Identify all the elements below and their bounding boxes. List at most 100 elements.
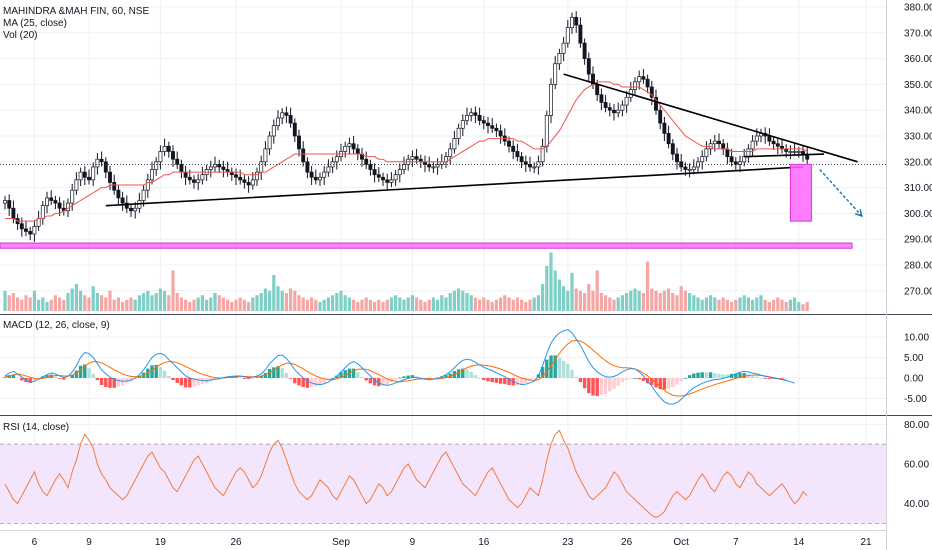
macd-histogram-bar bbox=[32, 378, 37, 381]
macd-histogram-bar bbox=[637, 378, 641, 380]
macd-histogram-bar bbox=[360, 376, 364, 378]
candle-body bbox=[431, 166, 436, 169]
macd-tick-label: -5.00 bbox=[904, 394, 927, 405]
volume-bar bbox=[255, 295, 259, 311]
volume-bar bbox=[557, 279, 561, 311]
candle-body bbox=[742, 156, 747, 163]
volume-bar bbox=[490, 302, 494, 311]
macd-histogram-bar bbox=[612, 378, 616, 389]
macd-histogram-bar bbox=[666, 378, 671, 389]
candle-body bbox=[196, 179, 201, 183]
candle-body bbox=[82, 171, 87, 178]
candle-body bbox=[473, 112, 478, 116]
macd-histogram-bar bbox=[251, 378, 255, 379]
macd-histogram-bar bbox=[675, 378, 679, 385]
volume-bar bbox=[259, 293, 263, 311]
macd-histogram-bar bbox=[351, 368, 356, 378]
volume-bar bbox=[499, 297, 503, 311]
volume-bar bbox=[629, 290, 633, 311]
macd-histogram-bar bbox=[28, 378, 32, 383]
macd-histogram-bar bbox=[629, 378, 633, 379]
volume-bar bbox=[679, 286, 683, 311]
candle-body bbox=[633, 81, 637, 90]
macd-histogram-bar bbox=[528, 378, 532, 381]
macd-histogram-bar bbox=[582, 378, 587, 389]
candle-body bbox=[108, 171, 112, 183]
candle-body bbox=[183, 171, 188, 178]
candle-body bbox=[297, 135, 301, 150]
candle-body bbox=[687, 169, 692, 171]
candle-body bbox=[393, 174, 398, 181]
volume-bar bbox=[633, 288, 637, 311]
volume-bar bbox=[746, 297, 750, 311]
candle-body bbox=[116, 189, 121, 199]
macd-histogram-bar bbox=[750, 375, 755, 378]
volume-bar bbox=[79, 290, 83, 311]
main-legend-symbol[interactable]: MAHINDRA &MAH FIN, 60, NSE bbox=[3, 6, 149, 17]
volume-bar bbox=[301, 297, 305, 311]
main-legend-vol[interactable]: Vol (20) bbox=[3, 30, 37, 41]
candle-body bbox=[7, 200, 12, 209]
candle-body bbox=[511, 145, 516, 152]
macd-tick-label: 5.00 bbox=[904, 353, 924, 364]
candle-body bbox=[792, 151, 797, 153]
rsi-legend[interactable]: RSI (14, close) bbox=[3, 422, 69, 433]
macd-histogram-bar bbox=[515, 378, 520, 385]
volume-bar bbox=[696, 297, 700, 311]
candle-body bbox=[532, 166, 537, 169]
volume-bar bbox=[452, 290, 456, 311]
x-tick-label: 7 bbox=[733, 537, 739, 548]
annotations-front bbox=[0, 73, 886, 222]
volume-bar bbox=[780, 299, 784, 311]
macd-histogram-bar bbox=[591, 378, 595, 396]
macd-histogram-bar bbox=[246, 378, 251, 379]
candle-body bbox=[19, 223, 24, 230]
volume-bar bbox=[263, 288, 267, 311]
volume-bar bbox=[221, 297, 225, 311]
moving-average-line bbox=[5, 81, 808, 222]
price-pane[interactable] bbox=[3, 11, 810, 311]
volume-bar bbox=[419, 299, 423, 311]
volume-bar bbox=[163, 290, 167, 311]
volume-bar bbox=[251, 297, 255, 311]
volume-bar bbox=[734, 299, 738, 311]
volume-bar bbox=[570, 272, 574, 311]
volume-bar bbox=[272, 275, 276, 311]
macd-histogram-bar bbox=[398, 377, 402, 379]
candle-body bbox=[95, 158, 100, 168]
volume-bar bbox=[268, 290, 272, 311]
macd-signal-line bbox=[4, 339, 787, 397]
macd-histogram-bar bbox=[574, 376, 578, 378]
volume-bar bbox=[146, 290, 150, 311]
volume-bar bbox=[667, 288, 671, 311]
candle-body bbox=[595, 84, 600, 96]
macd-histogram-bar bbox=[284, 373, 289, 378]
volume-bar bbox=[49, 299, 53, 311]
main-legend-ma[interactable]: MA (25, close) bbox=[3, 18, 67, 29]
candle-body bbox=[565, 27, 570, 44]
rsi-pane[interactable] bbox=[0, 429, 886, 524]
x-tick-label: 9 bbox=[410, 537, 416, 548]
candle-body bbox=[112, 182, 117, 191]
candle-body bbox=[486, 122, 490, 127]
volume-bar bbox=[16, 297, 20, 311]
macd-histogram-bar bbox=[339, 372, 343, 378]
macd-pane[interactable] bbox=[3, 329, 795, 405]
x-tick-label: Sep bbox=[332, 537, 350, 548]
macd-legend[interactable]: MACD (12, 26, close, 9) bbox=[3, 320, 110, 331]
macd-histogram-bar bbox=[608, 378, 612, 392]
candle-body bbox=[717, 140, 721, 145]
macd-histogram-bar bbox=[767, 378, 772, 379]
volume-bar bbox=[389, 297, 393, 311]
macd-histogram-bar bbox=[742, 373, 746, 378]
price-tick-label: 340.00 bbox=[904, 106, 932, 117]
volume-bar bbox=[469, 295, 473, 311]
volume-bar bbox=[511, 299, 515, 311]
volume-bar bbox=[121, 302, 125, 311]
macd-histogram-bar bbox=[393, 378, 398, 380]
volume-bar bbox=[797, 302, 801, 311]
macd-histogram-bar bbox=[713, 373, 717, 378]
candle-body bbox=[284, 112, 289, 116]
volume-bar bbox=[230, 302, 234, 311]
volume-bar bbox=[801, 304, 805, 311]
